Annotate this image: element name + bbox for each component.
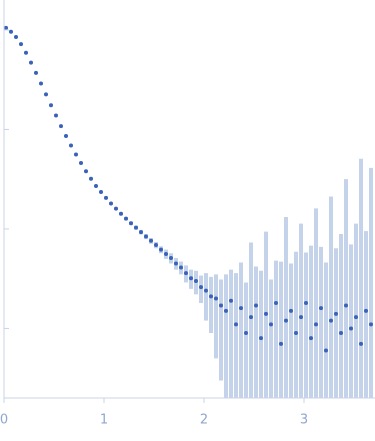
point	[119, 211, 123, 216]
point	[214, 296, 218, 301]
point	[369, 322, 373, 327]
point	[79, 161, 83, 166]
point	[314, 322, 318, 327]
point	[289, 308, 293, 313]
point	[249, 315, 253, 320]
point	[199, 285, 203, 290]
point	[4, 25, 8, 30]
point	[34, 70, 38, 75]
point	[299, 315, 303, 320]
point	[224, 308, 228, 313]
point	[64, 133, 68, 138]
point	[54, 113, 58, 118]
point	[319, 306, 323, 311]
point	[234, 322, 238, 327]
point	[339, 331, 343, 336]
point	[49, 103, 53, 108]
point	[239, 306, 243, 311]
point	[324, 348, 328, 353]
point	[184, 271, 188, 276]
point	[59, 124, 63, 129]
point	[174, 261, 178, 266]
point	[364, 308, 368, 313]
point	[109, 201, 113, 206]
point	[169, 256, 173, 261]
point	[294, 331, 298, 336]
point	[259, 336, 263, 341]
point	[189, 276, 193, 281]
point	[139, 230, 143, 235]
point	[194, 278, 198, 283]
point	[254, 303, 258, 308]
point	[274, 301, 278, 306]
point	[164, 252, 168, 257]
x-tick-label: 1	[100, 413, 108, 428]
plot-area	[4, 25, 373, 398]
point	[219, 303, 223, 308]
point	[124, 216, 128, 221]
point	[149, 238, 153, 243]
point	[29, 60, 33, 65]
point	[309, 336, 313, 341]
point	[94, 184, 98, 189]
point	[89, 176, 93, 181]
point	[244, 331, 248, 336]
point	[344, 303, 348, 308]
x-tick-label: 0	[0, 413, 8, 428]
point	[264, 311, 268, 316]
point	[179, 265, 183, 270]
point	[69, 143, 73, 148]
point	[354, 315, 358, 320]
x-tick-label: 3	[300, 413, 308, 428]
point	[279, 341, 283, 346]
point	[269, 322, 273, 327]
point	[129, 221, 133, 226]
point	[99, 190, 103, 195]
point	[204, 288, 208, 293]
point	[24, 50, 28, 55]
point	[144, 234, 148, 239]
point	[9, 29, 13, 34]
point	[154, 242, 158, 247]
point	[159, 247, 163, 252]
point	[44, 92, 48, 97]
point	[304, 301, 308, 306]
point	[84, 169, 88, 174]
point	[19, 42, 23, 47]
point	[134, 225, 138, 230]
point	[329, 318, 333, 323]
point	[284, 318, 288, 323]
point	[209, 294, 213, 299]
point	[14, 34, 18, 39]
x-tick-label: 2	[200, 413, 208, 428]
point	[349, 326, 353, 331]
point	[229, 298, 233, 303]
point	[359, 341, 363, 346]
point	[114, 206, 118, 211]
point	[74, 152, 78, 157]
point	[104, 195, 108, 200]
point	[39, 81, 43, 86]
point	[334, 311, 338, 316]
